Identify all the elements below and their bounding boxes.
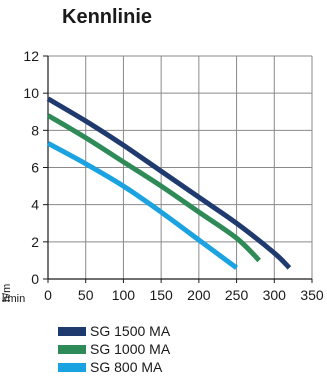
legend-item: SG 1000 MA [58,340,170,358]
chart-title: Kennlinie [62,6,153,28]
legend-swatch [58,326,86,336]
y-unit-label: h/m [1,284,13,302]
x-tick-label: 250 [225,287,249,303]
grid [48,55,313,279]
series-line-0 [46,96,292,270]
y-tick-label: 4 [31,197,39,213]
y-tick-label: 6 [31,160,39,176]
tick-labels: 0 2 4 6 8 10 12 0 50 100 150 200 250 300 350 [23,48,323,303]
series-line-1 [46,113,261,263]
series-line-2 [46,141,239,270]
x-tick-label: 0 [44,287,52,303]
legend-label: SG 800 MA [90,359,163,375]
legend-item: SG 800 MA [58,358,170,376]
x-tick-label: 100 [112,287,136,303]
y-tick-label: 0 [31,271,39,287]
legend-label: SG 1000 MA [90,341,171,357]
x-tick-label: 350 [300,287,324,303]
legend-label: SG 1500 MA [90,323,171,339]
y-tick-label: 10 [23,85,39,101]
legend-swatch [58,362,86,372]
y-tick-label: 2 [31,234,39,250]
axes [43,55,313,283]
x-tick-label: 300 [263,287,287,303]
x-tick-label: 50 [78,287,94,303]
series-lines [46,96,292,270]
legend-swatch [58,344,86,354]
x-tick-label: 150 [149,287,173,303]
legend: SG 1500 MA SG 1000 MA SG 800 MA [58,322,170,376]
x-tick-label: 200 [187,287,211,303]
legend-item: SG 1500 MA [58,322,170,340]
y-tick-label: 12 [23,48,39,64]
y-tick-label: 8 [31,122,39,138]
x-unit-label: l/min [2,293,25,305]
